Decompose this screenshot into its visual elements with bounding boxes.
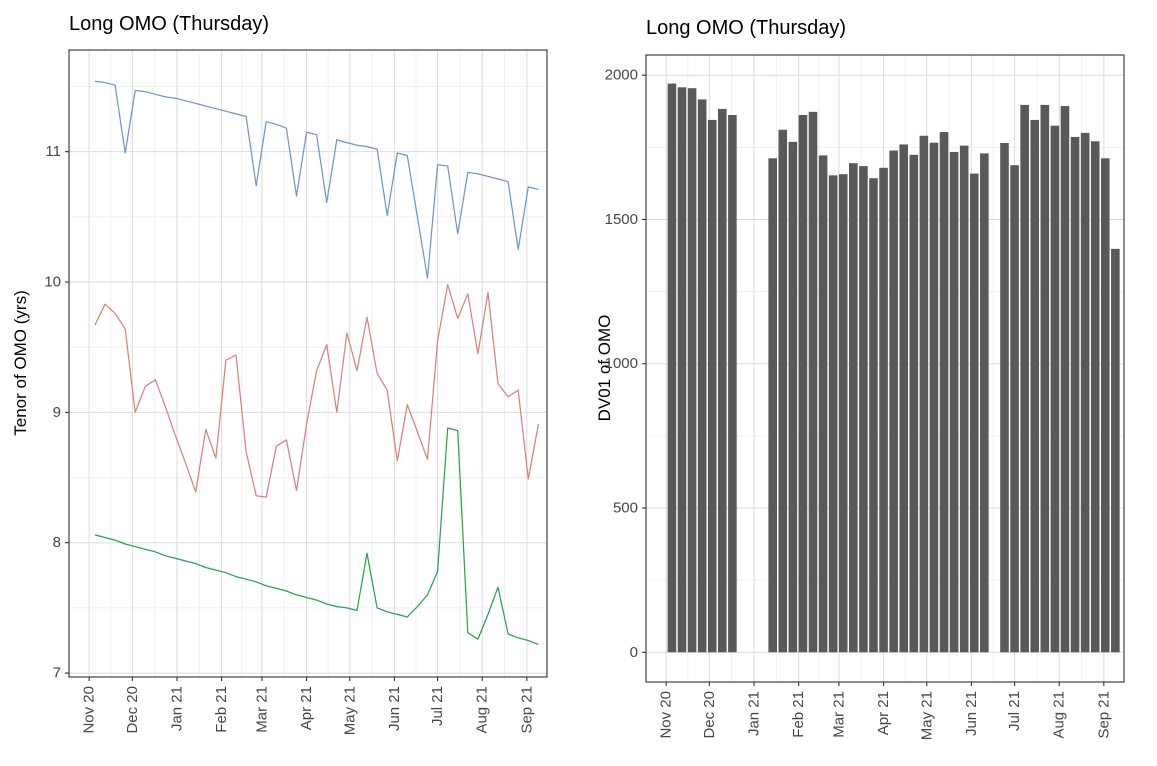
bar <box>909 154 919 653</box>
bar <box>849 163 858 653</box>
x-tick-label: Mar 21 <box>830 691 847 738</box>
tenor-chart: Long OMO (Thursday) Tenor of OMO (yrs) 7… <box>0 0 578 766</box>
dv01-chart-title: Long OMO (Thursday) <box>646 17 847 39</box>
bar <box>1090 141 1100 653</box>
bar <box>1060 106 1070 653</box>
y-tick-label: 500 <box>613 500 638 517</box>
bar <box>889 150 898 653</box>
bar <box>980 153 989 653</box>
x-tick-label: Feb 21 <box>213 686 230 733</box>
bar <box>1070 136 1080 653</box>
bar <box>879 167 888 653</box>
bar <box>1030 119 1040 653</box>
bar <box>929 142 939 653</box>
bar <box>1080 132 1090 653</box>
blue-line <box>94 80 539 279</box>
bar <box>707 119 717 653</box>
bar <box>838 174 848 653</box>
x-tick-label: Feb 21 <box>790 691 807 738</box>
bar <box>798 115 808 653</box>
x-tick-label: Sep 21 <box>518 686 535 734</box>
x-tick-label: Jun 21 <box>963 691 980 736</box>
x-tick-label: Nov 20 <box>658 691 675 739</box>
bar <box>1040 104 1050 653</box>
bar <box>1050 125 1060 653</box>
bar <box>969 173 979 653</box>
bar <box>899 144 909 653</box>
y-tick-label: 10 <box>44 274 61 291</box>
bar <box>959 145 969 653</box>
bar <box>1000 143 1009 653</box>
x-tick-label: Dec 20 <box>701 691 718 739</box>
x-tick-label: Jun 21 <box>386 686 403 731</box>
x-tick-label: Mar 21 <box>253 686 270 733</box>
bar <box>808 111 818 653</box>
y-tick-label: 8 <box>53 534 61 551</box>
bar <box>828 175 838 653</box>
bar <box>768 158 777 653</box>
x-tick-label: Jul 21 <box>429 686 446 726</box>
bar <box>949 151 959 653</box>
x-tick-label: Apr 21 <box>298 686 315 730</box>
bar <box>1020 104 1029 653</box>
x-tick-label: Sep 21 <box>1095 691 1112 739</box>
bar <box>667 83 677 653</box>
tenor-chart-title: Long OMO (Thursday) <box>69 13 270 35</box>
y-tick-label: 1000 <box>605 355 638 372</box>
x-tick-label: Jan 21 <box>745 691 762 736</box>
y-tick-label: 1500 <box>605 211 638 228</box>
y-tick-label: 2000 <box>605 67 638 84</box>
bar <box>869 178 878 653</box>
dv01-plot-area: 0 500 1000 1500 2000 Nov 20 Dec 20 Jan 21 Feb 21… <box>605 54 1125 740</box>
dv01-chart: Long OMO (Thursday) DV01 of OMO 0 500 1000… <box>578 0 1157 766</box>
tenor-plot-area: 7 8 9 10 11 Nov 20 Dec 20 Jan 21 Feb 21 Mar 21 Apr… <box>44 49 548 735</box>
x-tick-label: May 21 <box>341 686 358 735</box>
x-tick-label: May 21 <box>918 691 935 740</box>
bar <box>788 141 798 653</box>
green-line <box>94 427 539 645</box>
bar <box>697 99 707 653</box>
x-tick-label: Apr 21 <box>875 691 892 735</box>
bar <box>939 132 949 653</box>
bar <box>919 135 929 653</box>
y-tick-label: 0 <box>630 644 638 661</box>
bar <box>687 88 697 653</box>
x-tick-label: Dec 20 <box>124 686 141 734</box>
x-tick-label: Nov 20 <box>81 686 98 734</box>
bar <box>859 166 868 653</box>
y-tick-label: 7 <box>53 665 61 682</box>
bar <box>677 87 687 653</box>
bar <box>1111 248 1120 653</box>
bar <box>1100 158 1110 653</box>
x-tick-label: Aug 21 <box>1051 691 1068 739</box>
bar <box>728 115 737 653</box>
bar <box>718 108 727 653</box>
y-tick-label: 11 <box>45 143 61 160</box>
x-tick-label: Jul 21 <box>1006 691 1023 731</box>
x-tick-label: Jan 21 <box>168 686 185 731</box>
red-line <box>94 283 540 498</box>
x-tick-label: Aug 21 <box>474 686 491 734</box>
bar <box>1010 165 1019 653</box>
y-tick-label: 9 <box>53 404 61 421</box>
bar <box>778 129 788 653</box>
bar <box>818 155 828 653</box>
